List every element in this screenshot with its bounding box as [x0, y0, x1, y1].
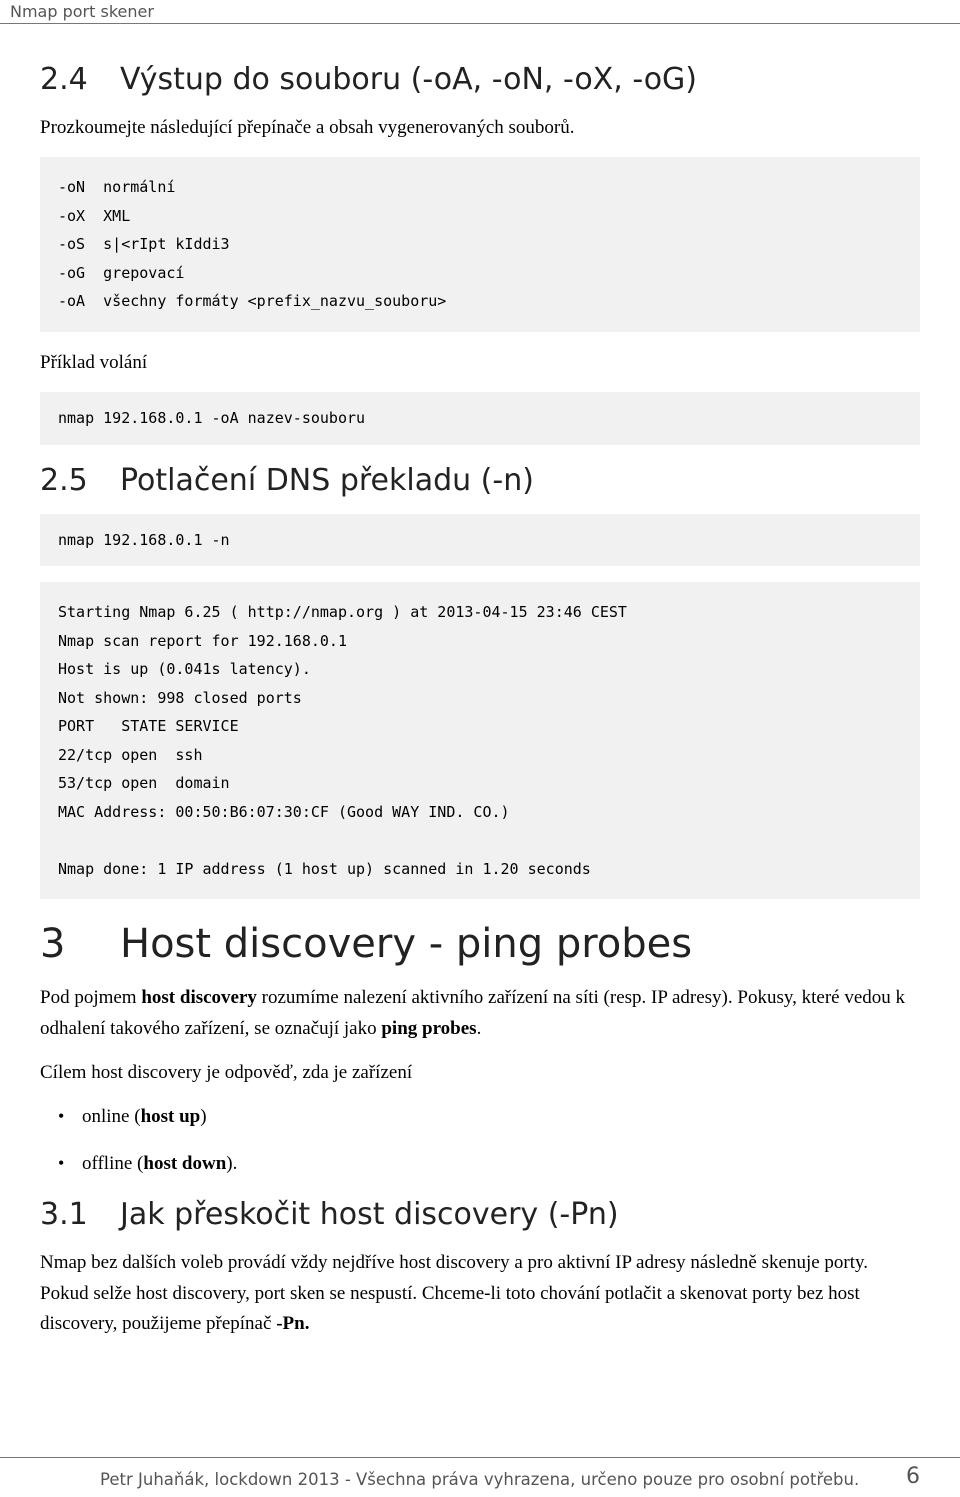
- bold-text: host discovery: [141, 987, 257, 1008]
- code-block: nmap 192.168.0.1 -oA nazev-souboru: [40, 392, 920, 445]
- text: online (: [82, 1106, 141, 1127]
- footer-page-number: 6: [906, 1464, 920, 1489]
- text: Nmap bez dalších voleb provádí vždy nejd…: [40, 1252, 868, 1334]
- code-block: -oN normální -oX XML -oS s|<rIpt kIddi3 …: [40, 157, 920, 332]
- paragraph: Nmap bez dalších voleb provádí vždy nejd…: [40, 1248, 920, 1339]
- paragraph: Cílem host discovery je odpověď, zda je …: [40, 1058, 920, 1088]
- page-footer: Petr Juhaňák, lockdown 2013 - Všechna pr…: [0, 1457, 960, 1489]
- text: ): [200, 1106, 206, 1127]
- heading-title: Potlačení DNS překladu (-n): [120, 463, 534, 498]
- heading-3-1: 3.1 Jak přeskočit host discovery (-Pn): [40, 1197, 920, 1232]
- heading-2-4: 2.4 Výstup do souboru (-oA, -oN, -oX, -o…: [40, 62, 920, 97]
- heading-title: Host discovery - ping probes: [120, 921, 692, 967]
- bold-text: host down: [143, 1153, 226, 1174]
- list-item: offline (host down).: [82, 1149, 920, 1179]
- page-header: Nmap port skener: [0, 0, 960, 24]
- heading-title: Jak přeskočit host discovery (-Pn): [120, 1197, 619, 1232]
- text: .: [477, 1018, 482, 1039]
- heading-number: 2.5: [40, 463, 120, 498]
- heading-title: Výstup do souboru (-oA, -oN, -oX, -oG): [120, 62, 697, 97]
- list-item: online (host up): [82, 1102, 920, 1132]
- code-block: nmap 192.168.0.1 -n: [40, 514, 920, 567]
- page-content: 2.4 Výstup do souboru (-oA, -oN, -oX, -o…: [0, 24, 960, 1339]
- heading-number: 3.1: [40, 1197, 120, 1232]
- heading-3: 3 Host discovery - ping probes: [40, 921, 920, 967]
- code-block: Starting Nmap 6.25 ( http://nmap.org ) a…: [40, 582, 920, 899]
- paragraph: Příklad volání: [40, 348, 920, 378]
- text: ).: [226, 1153, 237, 1174]
- bullet-list: online (host up) offline (host down).: [40, 1102, 920, 1179]
- header-title: Nmap port skener: [10, 2, 154, 21]
- text: offline (: [82, 1153, 143, 1174]
- bold-text: ping probes: [381, 1018, 476, 1039]
- bold-text: -Pn.: [276, 1313, 309, 1334]
- bold-text: host up: [141, 1106, 201, 1127]
- paragraph: Pod pojmem host discovery rozumíme nalez…: [40, 983, 920, 1044]
- paragraph: Prozkoumejte následující přepínače a obs…: [40, 113, 920, 143]
- heading-2-5: 2.5 Potlačení DNS překladu (-n): [40, 463, 920, 498]
- heading-number: 2.4: [40, 62, 120, 97]
- text: Pod pojmem: [40, 987, 141, 1008]
- footer-text: Petr Juhaňák, lockdown 2013 - Všechna pr…: [100, 1470, 859, 1489]
- heading-number: 3: [40, 921, 120, 967]
